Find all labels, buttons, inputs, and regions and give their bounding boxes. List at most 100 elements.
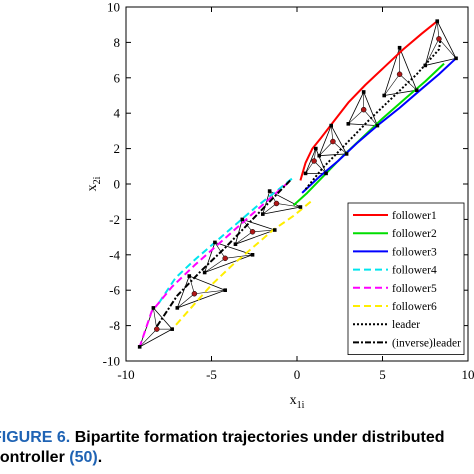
- legend-label: (inverse)leader: [392, 337, 461, 349]
- formation-link: [177, 293, 195, 309]
- series-line-follower5: [138, 181, 290, 348]
- follower-marker: [346, 122, 351, 126]
- y-tick-label: -10: [103, 354, 120, 369]
- leader-marker: [360, 106, 367, 113]
- follower-marker: [317, 153, 322, 158]
- y-axis-label: x2i: [85, 176, 103, 191]
- agent-markers: [137, 19, 458, 349]
- series-line-follower1: [299, 20, 438, 181]
- formation-link: [235, 231, 253, 245]
- formation-link: [332, 141, 347, 155]
- formation-triangle: [347, 90, 378, 127]
- follower-marker: [344, 152, 349, 156]
- follower-marker: [298, 205, 303, 209]
- formation-triangle: [318, 124, 348, 157]
- follower-marker: [223, 288, 227, 292]
- follower-marker: [233, 242, 238, 246]
- follower-marker: [382, 93, 387, 98]
- leader-marker: [154, 326, 160, 332]
- leader-marker: [191, 290, 198, 297]
- follower-marker: [272, 228, 277, 232]
- formation-link: [436, 21, 440, 39]
- formation-link: [194, 289, 226, 295]
- legend-label: leader: [392, 319, 420, 331]
- formation-triangle: [234, 218, 277, 245]
- follower-marker: [414, 88, 419, 92]
- formation-link: [438, 38, 457, 59]
- formation-link: [276, 203, 301, 208]
- formation-link: [214, 242, 226, 259]
- follower-marker: [250, 253, 255, 257]
- y-tick-label: 2: [114, 141, 121, 156]
- follower-marker: [361, 90, 366, 94]
- formation-link: [153, 307, 158, 330]
- follower-marker: [329, 123, 333, 128]
- formation-link: [204, 258, 226, 273]
- legend: follower1 follower2 follower3 follower4 foll…: [347, 202, 465, 356]
- caption-line2: controller (50).: [0, 448, 474, 468]
- formation-link: [225, 254, 253, 259]
- y-tick-label: 4: [114, 106, 121, 121]
- y-tick-label: -2: [109, 212, 120, 227]
- figure-caption: FIGURE 6. Bipartite formation trajectori…: [0, 428, 474, 468]
- caption-text-line2-suffix: .: [97, 449, 103, 466]
- formation-triangle: [304, 147, 327, 174]
- formation-link: [313, 160, 327, 174]
- follower-marker: [423, 63, 428, 68]
- formation-link: [319, 141, 334, 156]
- follower-marker: [187, 274, 192, 278]
- follower-marker: [202, 270, 207, 275]
- follower-marker: [137, 345, 142, 349]
- y-tick-label: -8: [109, 318, 120, 333]
- x-tick-label: 10: [462, 367, 474, 382]
- follower-marker: [454, 56, 458, 61]
- caption-text-line2-prefix: controller: [0, 449, 65, 466]
- x-tick-label: 5: [379, 367, 386, 382]
- leader-marker: [311, 158, 317, 164]
- formation-snapshots: [138, 20, 457, 348]
- follower-marker: [375, 123, 380, 128]
- formation-link: [188, 275, 195, 294]
- follower-marker: [175, 306, 180, 310]
- series-line-follower6: [171, 200, 312, 330]
- caption-figure-label: FIGURE 6.: [0, 429, 71, 446]
- follower-marker: [324, 171, 328, 176]
- formation-triangle: [383, 46, 418, 97]
- series-line-follower4: [155, 177, 293, 307]
- axis-labels: x1i x2i: [85, 176, 305, 411]
- follower-marker: [435, 19, 440, 23]
- legend-label: follower5: [392, 283, 437, 295]
- legend-label: follower2: [392, 228, 437, 240]
- follower-marker: [314, 146, 318, 151]
- follower-marker: [261, 212, 265, 216]
- caption-reference-link[interactable]: (50): [69, 449, 98, 466]
- follower-marker: [303, 171, 308, 176]
- legend-box: [347, 202, 465, 356]
- follower-marker: [267, 189, 272, 193]
- formation-triangle: [262, 190, 302, 215]
- formation-triangle: [176, 275, 227, 309]
- legend-label: follower1: [392, 210, 437, 222]
- leader-marker: [396, 71, 403, 78]
- formation-link: [383, 74, 400, 96]
- x-tick-label: -10: [117, 367, 134, 382]
- x-tick-label: 0: [294, 367, 301, 382]
- axis-ticks: -10 -5 0 5 10 -10 -8 -6 -4 -2 0 2 4 6 8 10: [103, 0, 474, 382]
- follower-marker: [151, 306, 156, 310]
- series-line-leader: [304, 38, 442, 190]
- series-line-inverseleader: [154, 179, 291, 330]
- follower-marker: [170, 327, 174, 331]
- y-tick-label: 10: [107, 0, 120, 15]
- x-axis-label-subscript: 1i: [297, 400, 305, 411]
- leader-marker: [249, 229, 256, 235]
- leader-marker: [222, 255, 228, 262]
- leader-marker: [436, 36, 442, 42]
- formation-link: [348, 109, 364, 125]
- y-tick-label: 0: [114, 177, 121, 192]
- y-tick-label: 8: [114, 35, 121, 50]
- caption-text-line1: Bipartite formation trajectories under d…: [74, 429, 445, 446]
- follower-marker: [397, 45, 402, 50]
- legend-label: follower4: [392, 265, 437, 277]
- y-tick-label: -4: [109, 247, 120, 262]
